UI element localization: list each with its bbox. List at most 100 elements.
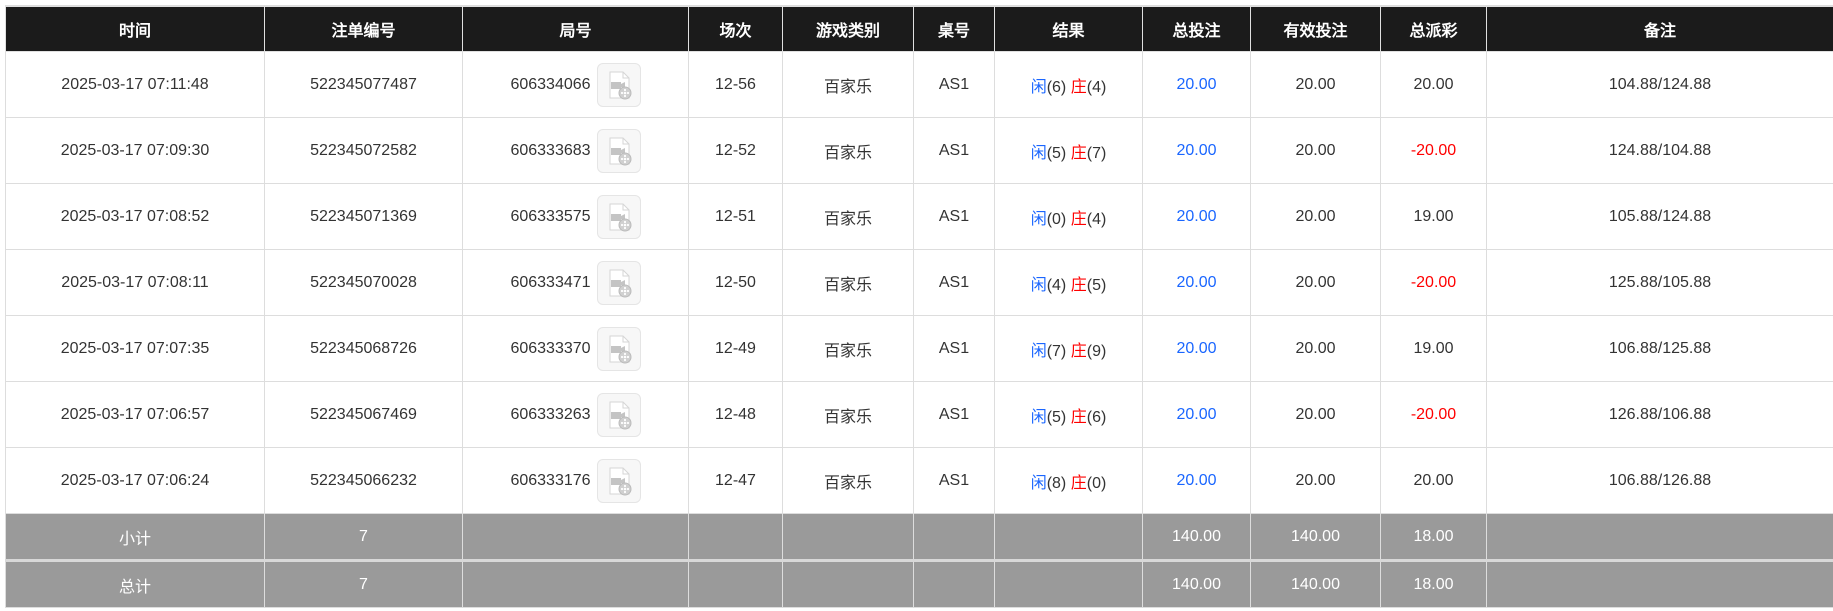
banker-score: (9) — [1086, 342, 1107, 360]
result-cell: 闲(4) 庄(5) — [994, 249, 1143, 316]
round-number: 606333370 — [510, 339, 591, 357]
player-score: (7) — [1046, 342, 1067, 360]
result-cell: 闲(7) 庄(9) — [994, 315, 1143, 382]
table-row: 2025-03-17 07:08:52 522345071369 606333575… — [5, 183, 1833, 250]
game-type-cell: 百家乐 — [782, 315, 914, 382]
subtotal-count: 7 — [264, 513, 463, 561]
payout-cell: -20.00 — [1380, 249, 1487, 316]
player-label: 闲 — [1030, 276, 1047, 294]
video-replay-icon[interactable] — [596, 326, 641, 371]
table-row: 2025-03-17 07:06:57 522345067469 606333263… — [5, 381, 1833, 448]
subtotal-total-bet: 140.00 — [1142, 513, 1251, 561]
table-row: 2025-03-17 07:07:35 522345068726 606333370… — [5, 315, 1833, 382]
banker-label: 庄 — [1070, 342, 1087, 360]
empty-cell — [994, 513, 1143, 561]
valid-bet-cell: 20.00 — [1250, 447, 1381, 514]
player-score: (4) — [1046, 276, 1067, 294]
time-cell: 2025-03-17 07:06:57 — [5, 381, 265, 448]
subtotal-valid-bet: 140.00 — [1250, 513, 1381, 561]
note-cell: 125.88/105.88 — [1486, 249, 1833, 316]
column-header-table: 桌号 — [913, 6, 995, 52]
round-cell: 606334066 — [462, 51, 689, 118]
table-cell: AS1 — [913, 117, 995, 184]
banker-score: (5) — [1086, 276, 1107, 294]
column-header-payout: 总派彩 — [1380, 6, 1487, 52]
round-number: 606333263 — [510, 405, 591, 423]
note-cell: 106.88/126.88 — [1486, 447, 1833, 514]
time-cell: 2025-03-17 07:09:30 — [5, 117, 265, 184]
round-number: 606333176 — [510, 471, 591, 489]
game-type-cell: 百家乐 — [782, 249, 914, 316]
video-replay-icon[interactable] — [596, 128, 641, 173]
total-bet-cell: 20.00 — [1142, 183, 1251, 250]
result-cell: 闲(6) 庄(4) — [994, 51, 1143, 118]
subtotal-payout: 18.00 — [1380, 513, 1487, 561]
payout-cell: -20.00 — [1380, 381, 1487, 448]
session-cell: 12-47 — [688, 447, 783, 514]
total-bet-cell: 20.00 — [1142, 249, 1251, 316]
note-cell: 105.88/124.88 — [1486, 183, 1833, 250]
round-number: 606334066 — [510, 75, 591, 93]
empty-cell — [1486, 513, 1833, 561]
session-cell: 12-50 — [688, 249, 783, 316]
video-replay-icon[interactable] — [596, 62, 641, 107]
banker-label: 庄 — [1070, 144, 1087, 162]
bet-id-cell: 522345071369 — [264, 183, 463, 250]
payout-cell: 19.00 — [1380, 315, 1487, 382]
total-payout: 18.00 — [1380, 559, 1487, 608]
video-replay-icon[interactable] — [596, 392, 641, 437]
banker-score: (0) — [1086, 474, 1107, 492]
round-number: 606333575 — [510, 207, 591, 225]
valid-bet-cell: 20.00 — [1250, 381, 1381, 448]
banker-label: 庄 — [1070, 78, 1087, 96]
empty-cell — [688, 513, 783, 561]
total-bet-cell: 20.00 — [1142, 447, 1251, 514]
round-number: 606333683 — [510, 141, 591, 159]
column-header-round: 局号 — [462, 6, 689, 52]
round-cell: 606333575 — [462, 183, 689, 250]
video-replay-icon[interactable] — [596, 458, 641, 503]
game-type-cell: 百家乐 — [782, 117, 914, 184]
video-replay-icon[interactable] — [596, 260, 641, 305]
total-bet-cell: 20.00 — [1142, 117, 1251, 184]
banker-score: (4) — [1086, 210, 1107, 228]
player-label: 闲 — [1030, 78, 1047, 96]
subtotal-row: 小计 7 140.00 140.00 18.00 — [5, 513, 1833, 561]
player-score: (0) — [1046, 210, 1067, 228]
payout-cell: 20.00 — [1380, 447, 1487, 514]
player-label: 闲 — [1030, 342, 1047, 360]
bet-id-cell: 522345077487 — [264, 51, 463, 118]
total-bet-cell: 20.00 — [1142, 51, 1251, 118]
round-cell: 606333471 — [462, 249, 689, 316]
player-label: 闲 — [1030, 210, 1047, 228]
empty-cell — [913, 513, 995, 561]
table-cell: AS1 — [913, 51, 995, 118]
empty-cell — [462, 559, 689, 608]
round-cell: 606333370 — [462, 315, 689, 382]
session-cell: 12-49 — [688, 315, 783, 382]
column-header-note: 备注 — [1486, 6, 1833, 52]
table-row: 2025-03-17 07:08:11 522345070028 606333471… — [5, 249, 1833, 316]
player-score: (5) — [1046, 408, 1067, 426]
note-cell: 106.88/125.88 — [1486, 315, 1833, 382]
total-bet-cell: 20.00 — [1142, 315, 1251, 382]
valid-bet-cell: 20.00 — [1250, 249, 1381, 316]
banker-label: 庄 — [1070, 408, 1087, 426]
result-cell: 闲(8) 庄(0) — [994, 447, 1143, 514]
video-replay-icon[interactable] — [596, 194, 641, 239]
bet-id-cell: 522345066232 — [264, 447, 463, 514]
banker-label: 庄 — [1070, 276, 1087, 294]
valid-bet-cell: 20.00 — [1250, 117, 1381, 184]
total-bet-cell: 20.00 — [1142, 381, 1251, 448]
game-type-cell: 百家乐 — [782, 51, 914, 118]
valid-bet-cell: 20.00 — [1250, 51, 1381, 118]
subtotal-label: 小计 — [5, 513, 265, 561]
result-cell: 闲(5) 庄(6) — [994, 381, 1143, 448]
column-header-result: 结果 — [994, 6, 1143, 52]
empty-cell — [913, 559, 995, 608]
table-cell: AS1 — [913, 381, 995, 448]
table-row: 2025-03-17 07:09:30 522345072582 606333683… — [5, 117, 1833, 184]
session-cell: 12-51 — [688, 183, 783, 250]
note-cell: 124.88/104.88 — [1486, 117, 1833, 184]
bet-id-cell: 522345068726 — [264, 315, 463, 382]
